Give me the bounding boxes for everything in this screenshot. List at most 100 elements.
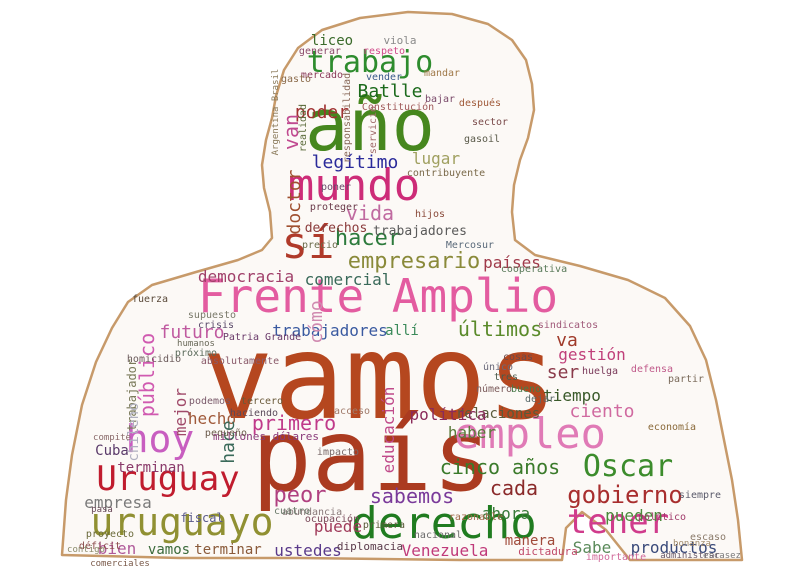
cloud-word: va xyxy=(556,330,578,351)
cloud-word: Patria Grande xyxy=(223,332,301,343)
cloud-word: Oscar xyxy=(583,449,673,484)
cloud-word: siempre xyxy=(679,490,721,501)
cloud-word: país xyxy=(252,397,493,514)
cloud-word: Constitución xyxy=(362,101,434,113)
cloud-word: empresa xyxy=(84,493,151,512)
cloud-word: poner xyxy=(321,182,351,193)
cloud-word: cómo xyxy=(306,300,327,343)
cloud-word: acceso xyxy=(334,406,370,417)
cloud-word: tercero xyxy=(241,396,283,407)
cloud-word: tiempo xyxy=(543,386,601,405)
cloud-word: homicidio xyxy=(127,354,181,365)
cloud-word: haber xyxy=(448,423,497,442)
cloud-word: productos xyxy=(631,538,718,557)
cloud-word: ciento xyxy=(569,401,634,422)
cloud-word: chileno xyxy=(126,402,142,461)
cloud-word: fiscal xyxy=(180,511,223,525)
cloud-word: ahora xyxy=(482,504,530,523)
cloud-word: podemos xyxy=(189,396,231,407)
cloud-word: ocupación xyxy=(305,513,359,525)
cloud-word: diplomacia xyxy=(337,540,403,553)
cloud-word: gestión xyxy=(558,345,625,364)
cloud-word: trabajadores xyxy=(373,224,467,239)
cloud-word: relaciones xyxy=(456,406,540,422)
cloud-word: cinco años xyxy=(440,455,560,479)
cloud-word: gobierno xyxy=(567,481,683,509)
cloud-word: pasa xyxy=(91,505,113,515)
cloud-word: derecho xyxy=(351,498,536,549)
cloud-word: abundancia xyxy=(282,507,342,518)
cloud-word: política xyxy=(409,405,486,424)
cloud-word: escaso xyxy=(690,532,726,543)
cloud-word: precio xyxy=(302,240,338,251)
cloud-word: peor xyxy=(274,483,327,508)
cloud-word: empresario xyxy=(348,249,480,274)
cloud-word: Mercosur xyxy=(446,240,494,251)
cloud-word: Sabe xyxy=(573,538,612,557)
cloud-word: defensa xyxy=(631,364,673,375)
cloud-word: respeto xyxy=(363,46,405,57)
cloud-word: realidad xyxy=(298,104,309,152)
cloud-word: allí xyxy=(385,323,419,339)
cloud-word: ser xyxy=(547,362,580,383)
cloud-word: trabajador xyxy=(125,359,139,431)
cloud-word: ustedes xyxy=(274,541,341,560)
cloud-word: razonable xyxy=(449,512,503,523)
cloud-word: gasto xyxy=(281,74,311,85)
cloud-word: bajar xyxy=(425,94,455,105)
cloud-word: bien xyxy=(98,539,137,558)
cloud-word: sabemos xyxy=(370,484,454,508)
cloud-word: van xyxy=(279,114,303,150)
cloud-word: cosas xyxy=(503,352,533,363)
cloud-word: puede xyxy=(314,517,362,536)
cloud-word: dictadura xyxy=(518,545,578,558)
cloud-word: lugar xyxy=(412,149,461,168)
cloud-word: vamos xyxy=(202,308,557,446)
cloud-word: mercado xyxy=(301,70,343,81)
cloud-word: tres xyxy=(494,372,518,383)
cloud-word: vida xyxy=(346,201,394,225)
cloud-word: contigo xyxy=(67,545,105,555)
cloud-word: importante xyxy=(586,552,646,563)
cloud-word: tener xyxy=(567,502,669,542)
cloud-word: cuatro xyxy=(274,506,310,517)
cloud-word: educación xyxy=(379,387,398,474)
cloud-word: bonanza xyxy=(673,539,711,549)
cloud-word: Frente Amplio xyxy=(198,269,558,323)
cloud-word: trabajadores xyxy=(272,321,388,340)
cloud-word: contribuyente xyxy=(407,168,485,179)
cloud-word: empleo xyxy=(454,409,606,458)
cloud-word: partir xyxy=(668,374,704,385)
cloud-word: haciendo xyxy=(230,408,278,419)
cloud-word: trabajo xyxy=(307,45,433,80)
cloud-word: viola xyxy=(383,34,416,47)
cloud-word: generar xyxy=(299,46,341,57)
cloud-word: economía xyxy=(648,421,696,433)
cloud-word: hacer xyxy=(335,226,401,251)
cloud-word: huelga xyxy=(582,366,618,377)
cloud-word: proteger xyxy=(310,202,358,213)
cloud-word: comercial xyxy=(305,270,392,289)
cloud-word: bueno xyxy=(511,384,541,395)
cloud-word: público xyxy=(135,333,159,417)
cloud-word: vender xyxy=(366,72,402,83)
cloud-word: mundo xyxy=(288,160,420,211)
cloud-word: dejar xyxy=(525,394,555,405)
cloud-word: gasoil xyxy=(464,134,500,145)
cloud-word: comerciales xyxy=(90,559,150,569)
cloud-word: cada xyxy=(490,476,538,500)
cloud-word: hijos xyxy=(415,209,445,220)
cloud-word: pueden xyxy=(605,506,663,525)
cloud-word: hoy xyxy=(126,417,195,461)
cloud-word: terminar xyxy=(194,542,261,558)
cloud-word: humanos xyxy=(177,339,215,349)
cloud-word: doctor xyxy=(284,169,305,234)
cloud-word: derechos xyxy=(305,221,368,236)
cloud-word: democracia xyxy=(198,267,294,286)
cloud-word: hecho xyxy=(188,409,236,428)
cloud-word: número xyxy=(476,383,512,395)
cloud-word: sí xyxy=(282,218,335,269)
